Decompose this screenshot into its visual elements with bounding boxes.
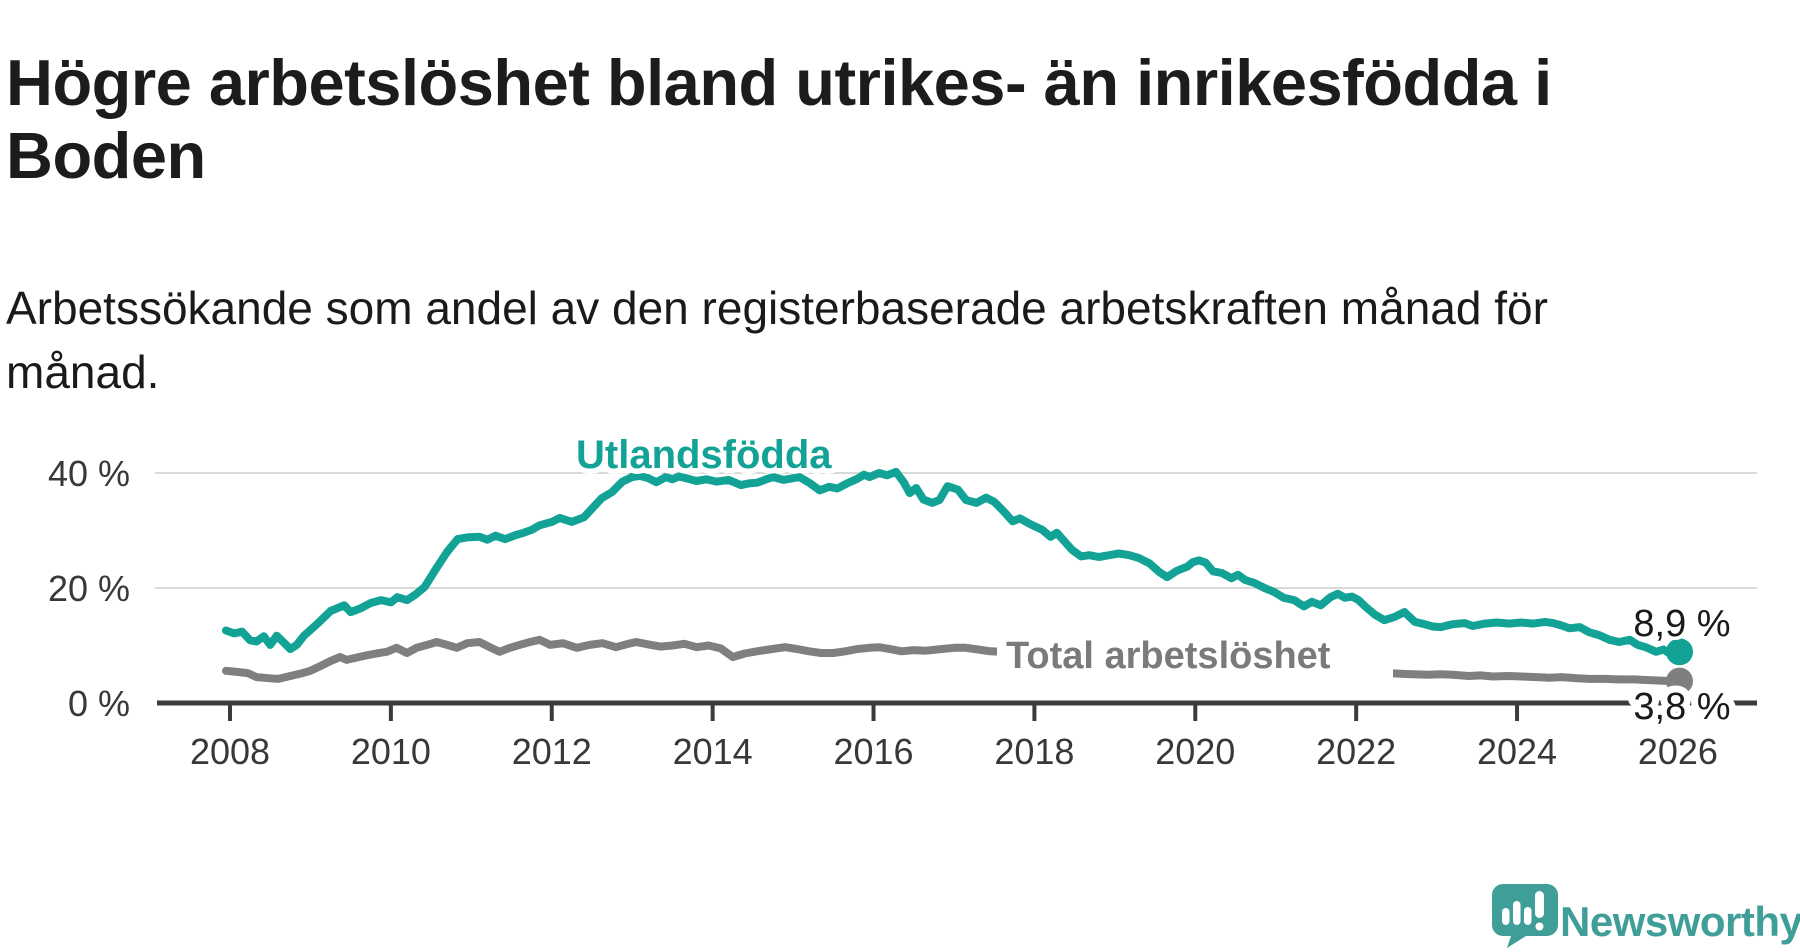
series-lines [222, 467, 1684, 686]
x-axis-label-2008: 2008 [190, 731, 270, 772]
exclamation-dot [1535, 922, 1544, 931]
y-axis-label-20: 20 % [48, 568, 130, 609]
exclamation-bar [1535, 891, 1544, 918]
x-axis-label-2010: 2010 [351, 731, 431, 772]
newsworthy-logo-icon [1492, 884, 1558, 948]
chart-title-line1: Högre arbetslöshet bland utrikes- än inr… [6, 45, 1552, 119]
x-axis-label-2024: 2024 [1477, 731, 1557, 772]
x-axis-label-2026: 2026 [1638, 731, 1718, 772]
x-axis-label-2020: 2020 [1155, 731, 1235, 772]
series-end-dot-1 [1666, 667, 1693, 695]
end-value-label-utlandsfodda: 8,9 % [1633, 603, 1730, 645]
series-label-mask [997, 641, 1393, 689]
y-axis-label-40: 40 % [48, 453, 130, 494]
x-axis-label-2012: 2012 [512, 731, 592, 772]
brand-wordmark: Newsworthy [1560, 898, 1800, 945]
series-end-dots [1666, 638, 1693, 695]
chart-subtitle-line1: Arbetssökande som andel av den registerb… [6, 282, 1548, 334]
axis-ticks-and-labels: 2008 2010 2012 2014 2016 2018 2020 2022 2024 2026… [48, 453, 1718, 772]
x-axis-label-2018: 2018 [994, 731, 1074, 772]
chart-subtitle-line2: månad. [6, 346, 160, 398]
series-line-0 [222, 467, 1684, 659]
chart-subtitle: Arbetssökande som andel av den registerb… [6, 276, 1726, 404]
series-label-total-arbetsloshet: Total arbetslöshet [1006, 635, 1331, 677]
series-label-utlandsfodda: Utlandsfödda [576, 433, 832, 477]
series-line-1 [222, 635, 1684, 686]
x-axis-label-2022: 2022 [1316, 731, 1396, 772]
x-axis-label-2014: 2014 [673, 731, 753, 772]
chart-title-line2: Boden [6, 118, 206, 192]
x-axis-label-2016: 2016 [833, 731, 913, 772]
series-end-dot-0 [1666, 638, 1693, 666]
y-axis-label-0: 0 % [68, 683, 130, 724]
chart-title: Högre arbetslöshet bland utrikes- än inr… [6, 46, 1566, 192]
end-value-label-total: 3,8 % [1633, 686, 1730, 728]
bar-chart-glyph [1502, 891, 1544, 931]
